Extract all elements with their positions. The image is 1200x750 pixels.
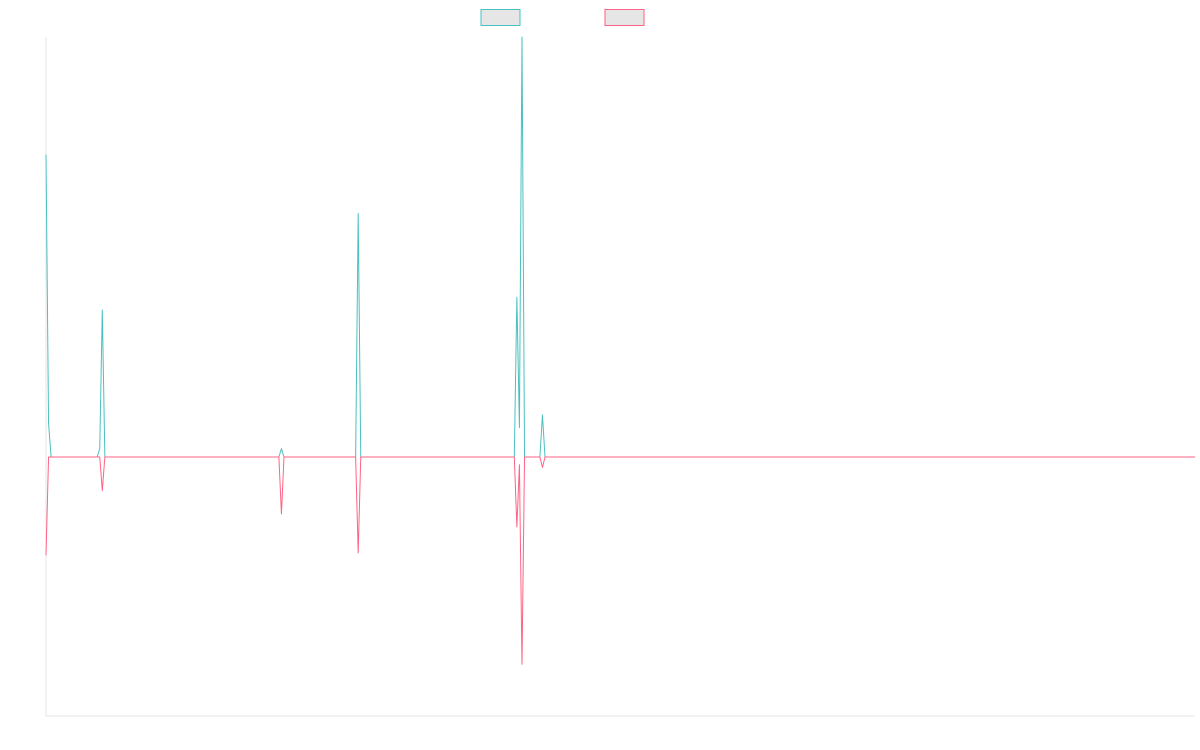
series-line-2	[45, 456, 1195, 665]
legend-swatch-1[interactable]	[480, 9, 521, 26]
legend-swatch-2[interactable]	[604, 9, 645, 26]
series-line-1	[45, 36, 1195, 458]
axes	[45, 37, 1195, 717]
legend[interactable]	[480, 9, 645, 26]
series-lines	[45, 36, 1195, 665]
